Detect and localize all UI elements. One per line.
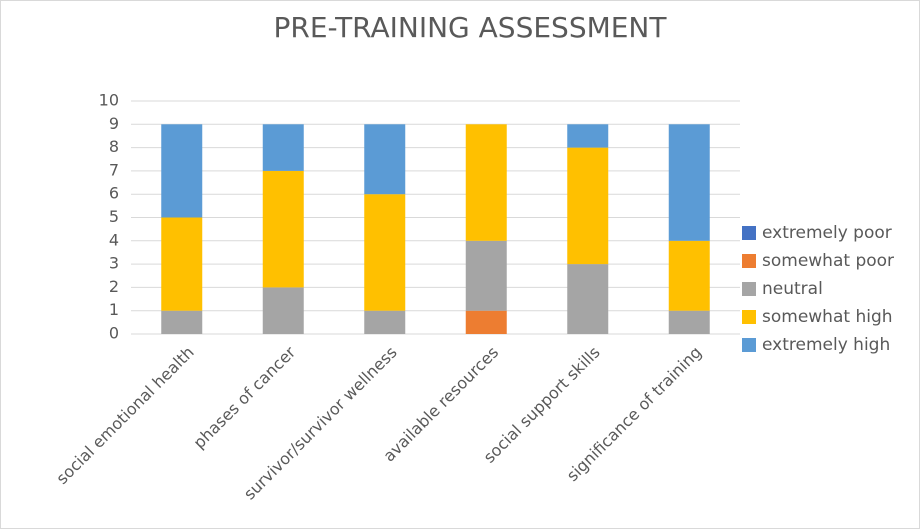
y-tick-label: 8 [109, 137, 119, 156]
bar-segment [668, 240, 710, 311]
legend-label: extremely high [762, 335, 890, 355]
bar-segment [262, 170, 304, 288]
legend-label: neutral [762, 279, 823, 299]
y-tick-label: 6 [109, 184, 119, 203]
y-tick-label: 3 [109, 254, 119, 273]
bar-segment [364, 310, 406, 334]
bar-segment [668, 310, 710, 334]
chart-title: PRE-TRAINING ASSESSMENT [274, 11, 668, 44]
bar-segment [161, 310, 203, 334]
bar-segment [161, 124, 203, 218]
bar-segment [465, 310, 507, 334]
legend-label: somewhat poor [762, 251, 894, 271]
bar-segment [668, 124, 710, 241]
legend-swatch [742, 310, 756, 324]
legend-label: extremely poor [762, 223, 892, 243]
bar-segment [364, 124, 406, 195]
bar-segment [465, 240, 507, 311]
legend-swatch [742, 254, 756, 268]
bar-segment [262, 124, 304, 171]
legend-label: somewhat high [762, 307, 893, 327]
y-tick-label: 4 [109, 230, 119, 249]
legend-swatch [742, 338, 756, 352]
bar-segment [567, 124, 609, 148]
y-tick-label: 5 [109, 207, 119, 226]
bar-segment [465, 124, 507, 241]
y-tick-label: 1 [109, 300, 119, 319]
legend-swatch [742, 226, 756, 240]
y-tick-label: 9 [109, 114, 119, 133]
y-tick-label: 10 [99, 91, 119, 110]
bar-segment [567, 147, 609, 265]
bar-segment [161, 217, 203, 311]
y-tick-label: 2 [109, 277, 119, 296]
bar-segment [262, 287, 304, 334]
y-tick-label: 7 [109, 160, 119, 179]
bar-segment [364, 194, 406, 311]
bar-segment [567, 264, 609, 334]
legend-swatch [742, 282, 756, 296]
y-tick-label: 0 [109, 324, 119, 343]
